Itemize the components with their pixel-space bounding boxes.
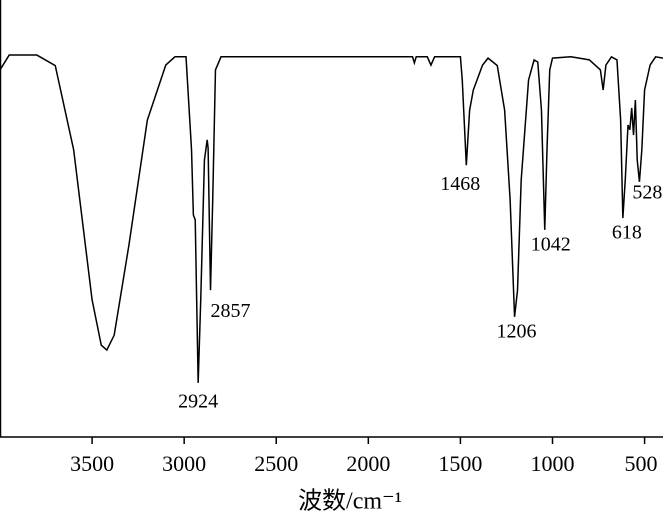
x-tick-label: 500 (625, 451, 658, 476)
x-tick-label: 2000 (346, 451, 390, 476)
x-tick-label: 3500 (70, 451, 114, 476)
peak-label: 618 (612, 222, 642, 244)
peak-label: 528 (632, 181, 662, 203)
peak-label: 1468 (440, 173, 480, 195)
peak-label: 1206 (497, 320, 537, 342)
x-tick-label: 1000 (531, 451, 575, 476)
x-tick-label: 1500 (438, 451, 482, 476)
spectrum-line (0, 54, 663, 383)
x-tick-label: 3000 (162, 451, 206, 476)
peak-label: 1042 (531, 233, 571, 255)
peak-label: 2924 (178, 390, 218, 412)
x-axis-title: 波数/cm⁻¹ (298, 488, 402, 515)
peak-label: 2857 (211, 300, 251, 322)
x-tick-label: 2500 (254, 451, 298, 476)
